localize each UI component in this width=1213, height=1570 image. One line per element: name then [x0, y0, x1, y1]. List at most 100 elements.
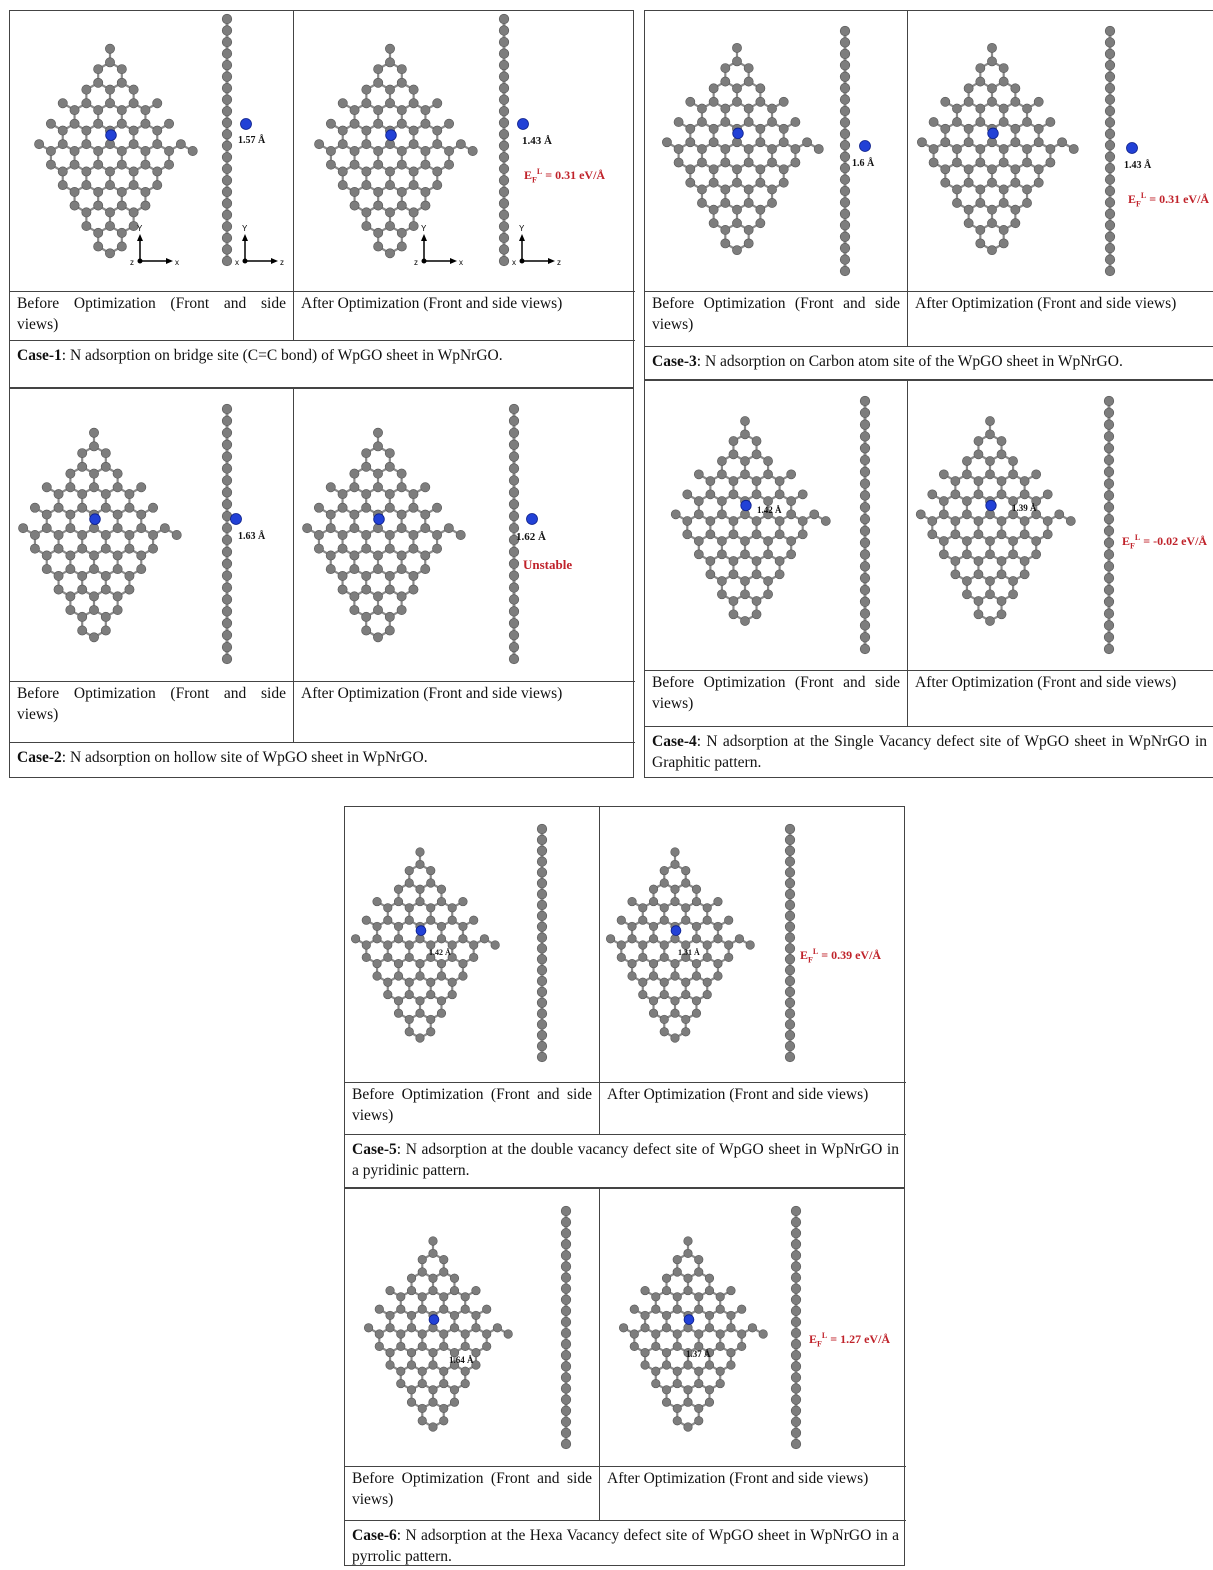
carbon-atom [396, 1304, 406, 1314]
distance-label: 1.31 Å [678, 948, 700, 957]
carbon-atom [447, 903, 457, 913]
carbon-atom [681, 915, 691, 925]
carbon-atom [100, 570, 111, 581]
carbon-atom [715, 1366, 725, 1376]
carbon-atom [436, 897, 447, 907]
carbon-atom [797, 529, 808, 540]
carbon-atom [77, 530, 88, 540]
carbon-atom [1019, 516, 1030, 526]
case-6-after-figure: 1.37 Å EFL = 1.27 eV/Å [600, 1189, 906, 1467]
carbon-atom [802, 137, 812, 148]
carbon-atom [100, 448, 111, 459]
carbon-atom [396, 550, 407, 561]
carbon-atom [790, 1372, 802, 1383]
distance-label: 1.43 Å [1124, 160, 1152, 171]
carbon-atom [396, 77, 407, 88]
carbon-atom [89, 427, 99, 438]
carbon-atom [396, 64, 407, 75]
energy-label: EFL = 1.27 eV/Å [809, 1331, 891, 1349]
carbon-atom [672, 1403, 682, 1413]
carbon-atom [685, 164, 696, 175]
graphene-front-view [915, 416, 1076, 626]
carbon-atom [672, 1255, 682, 1265]
carbon-atom [560, 1394, 572, 1405]
carbon-atom [337, 180, 348, 191]
case-4-panel: 1.42 Å 1.39 Å EFL = -0.02 eV/Å Before Op… [644, 380, 1213, 778]
carbon-atom [740, 536, 750, 546]
nitrogen-atom [517, 118, 529, 130]
carbon-atom [396, 200, 407, 211]
carbon-atom [1010, 83, 1021, 94]
carbon-atom [396, 482, 407, 493]
carbon-atom [100, 461, 111, 472]
carbon-atom [455, 139, 466, 150]
carbon-atom [428, 1348, 438, 1358]
carbon-atom [396, 468, 407, 479]
carbon-atom [627, 921, 637, 931]
graphene-front-view [302, 427, 466, 643]
carbon-atom [683, 1273, 693, 1283]
case-5-after-figure: 1.31 Å EFL = 0.39 eV/Å [600, 807, 906, 1083]
carbon-atom [694, 1366, 704, 1376]
carbon-atom [728, 556, 739, 566]
carbon-atom [65, 564, 76, 575]
carbon-atom [859, 608, 871, 619]
carbon-atom [458, 959, 468, 969]
carbon-atom [1103, 561, 1115, 572]
carbon-atom [408, 502, 419, 513]
carbon-atom [927, 529, 938, 540]
carbon-atom [1010, 204, 1021, 215]
carbon-atom [460, 1329, 470, 1339]
carbon-atom [726, 1323, 736, 1333]
carbon-atom [685, 177, 696, 188]
carbon-atom [536, 932, 548, 943]
carbon-atom [670, 897, 680, 907]
carbon-atom [638, 903, 648, 913]
carbon-atom [809, 509, 820, 520]
nitrogen-atom [732, 127, 744, 140]
carbon-atom [627, 971, 637, 981]
carbon-atom [373, 227, 384, 238]
carbon-atom [839, 94, 851, 105]
carbon-atom [221, 439, 233, 450]
carbon-atom [508, 463, 520, 474]
carbon-atom [705, 569, 716, 580]
carbon-atom [661, 1286, 672, 1296]
carbon-atom [659, 952, 669, 962]
carbon-atom [1022, 184, 1032, 195]
carbon-atom [140, 186, 151, 197]
carbon-atom [839, 48, 851, 59]
carbon-atom [404, 940, 414, 950]
carbon-atom [1010, 177, 1021, 188]
carbon-atom [987, 177, 997, 188]
carbon-atom [859, 466, 871, 477]
carbon-atom [508, 582, 520, 593]
carbon-atom [404, 915, 414, 925]
carbon-atom [361, 570, 372, 581]
carbon-atom [859, 573, 871, 584]
carbon-atom [124, 584, 135, 595]
carbon-atom [482, 1329, 492, 1339]
carbon-atom [385, 84, 395, 95]
carbon-atom [221, 163, 233, 174]
carbon-atom [1103, 549, 1115, 560]
carbon-atom [560, 1372, 572, 1383]
carbon-atom [385, 1348, 395, 1358]
carbon-atom [784, 1030, 796, 1041]
carbon-atom [859, 549, 871, 560]
carbon-atom [704, 1360, 715, 1370]
carbon-atom [784, 965, 796, 976]
carbon-atom [973, 556, 984, 566]
carbon-atom [998, 103, 1009, 114]
carbon-atom [839, 83, 851, 94]
carbon-atom [313, 530, 324, 540]
carbon-atom [694, 1255, 704, 1265]
carbon-atom [859, 561, 871, 572]
carbon-atom [673, 117, 684, 127]
carbon-atom [417, 1329, 427, 1339]
carbon-atom [116, 159, 127, 170]
carbon-atom [1103, 525, 1115, 537]
carbon-atom [350, 934, 361, 944]
carbon-atom [704, 1323, 715, 1333]
carbon-atom [148, 543, 159, 554]
